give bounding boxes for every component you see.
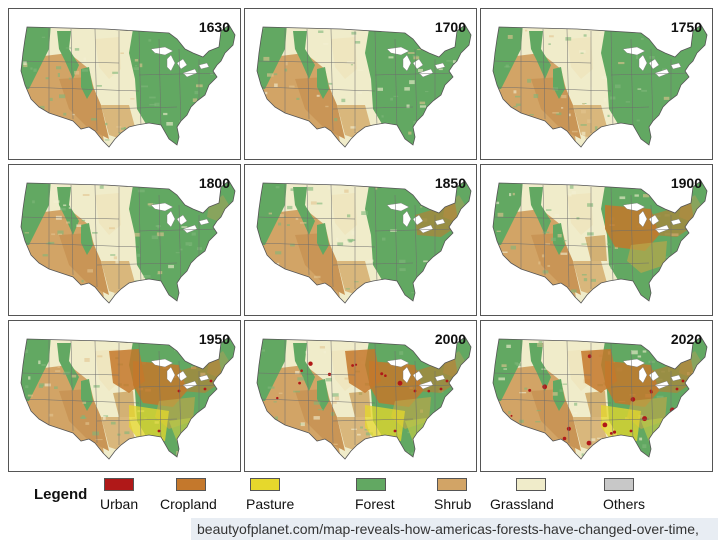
map-panel: 2020 [480,320,713,472]
year-label: 2000 [434,331,466,347]
legend-swatch-grassland [516,478,546,491]
us-land-cover-map [492,24,708,148]
legend-swatch-urban [104,478,134,491]
legend-swatch-shrub [437,478,467,491]
year-label: 1850 [434,175,466,191]
map-panel: 1750 [480,8,713,160]
legend-title: Legend [34,486,88,503]
us-outline [492,336,708,460]
map-panel: 2000 [244,320,477,472]
legend-swatch-forest [356,478,386,491]
us-outline [492,24,708,148]
us-land-cover-map [20,336,236,460]
map-panel: 1850 [244,164,477,316]
state-borders [257,339,456,446]
legend-label-cropland: Cropland [160,496,217,512]
year-label: 1900 [670,175,702,191]
us-land-cover-map [492,336,708,460]
legend-label-forest: Forest [355,496,395,512]
map-panel: 1800 [8,164,241,316]
legend: Legend Urban Cropland Pasture Forest Shrub Gr… [0,478,718,518]
legend-swatch-others [604,478,634,491]
year-label: 1630 [198,19,230,35]
us-outline [256,24,472,148]
us-outline [20,180,236,304]
us-outline [20,336,236,460]
us-land-cover-map [492,180,708,304]
us-land-cover-map [20,24,236,148]
legend-swatch-pasture [250,478,280,491]
legend-label-pasture: Pasture [246,496,295,512]
legend-label-others: Others [603,496,646,512]
map-panel: 1630 [8,8,241,160]
us-outline [492,180,708,304]
state-borders [493,27,692,134]
us-outline [256,180,472,304]
map-panel: 1950 [8,320,241,472]
legend-swatch-cropland [176,478,206,491]
state-borders [257,27,456,134]
us-land-cover-map [256,336,472,460]
map-panel: 1900 [480,164,713,316]
us-land-cover-map [256,180,472,304]
legend-label-grassland: Grassland [490,496,554,512]
year-label: 1950 [198,331,230,347]
us-outline [256,336,472,460]
legend-label-shrub: Shrub [434,496,472,512]
state-borders [493,339,692,446]
legend-label-urban: Urban [100,496,139,512]
us-land-cover-map [20,180,236,304]
state-borders [493,183,692,290]
year-label: 1750 [670,19,702,35]
source-url[interactable]: beautyofplanet.com/map-reveals-how-ameri… [191,518,718,540]
year-label: 1700 [434,19,466,35]
state-borders [257,183,456,290]
state-borders [21,183,220,290]
year-label: 1800 [198,175,230,191]
state-borders [21,339,220,446]
us-land-cover-map [256,24,472,148]
year-label: 2020 [670,331,702,347]
state-borders [21,27,220,134]
map-grid: 1630 1700 1750 1800 1850 1900 1950 2000 2020 [8,8,713,472]
map-panel: 1700 [244,8,477,160]
us-outline [20,24,236,148]
